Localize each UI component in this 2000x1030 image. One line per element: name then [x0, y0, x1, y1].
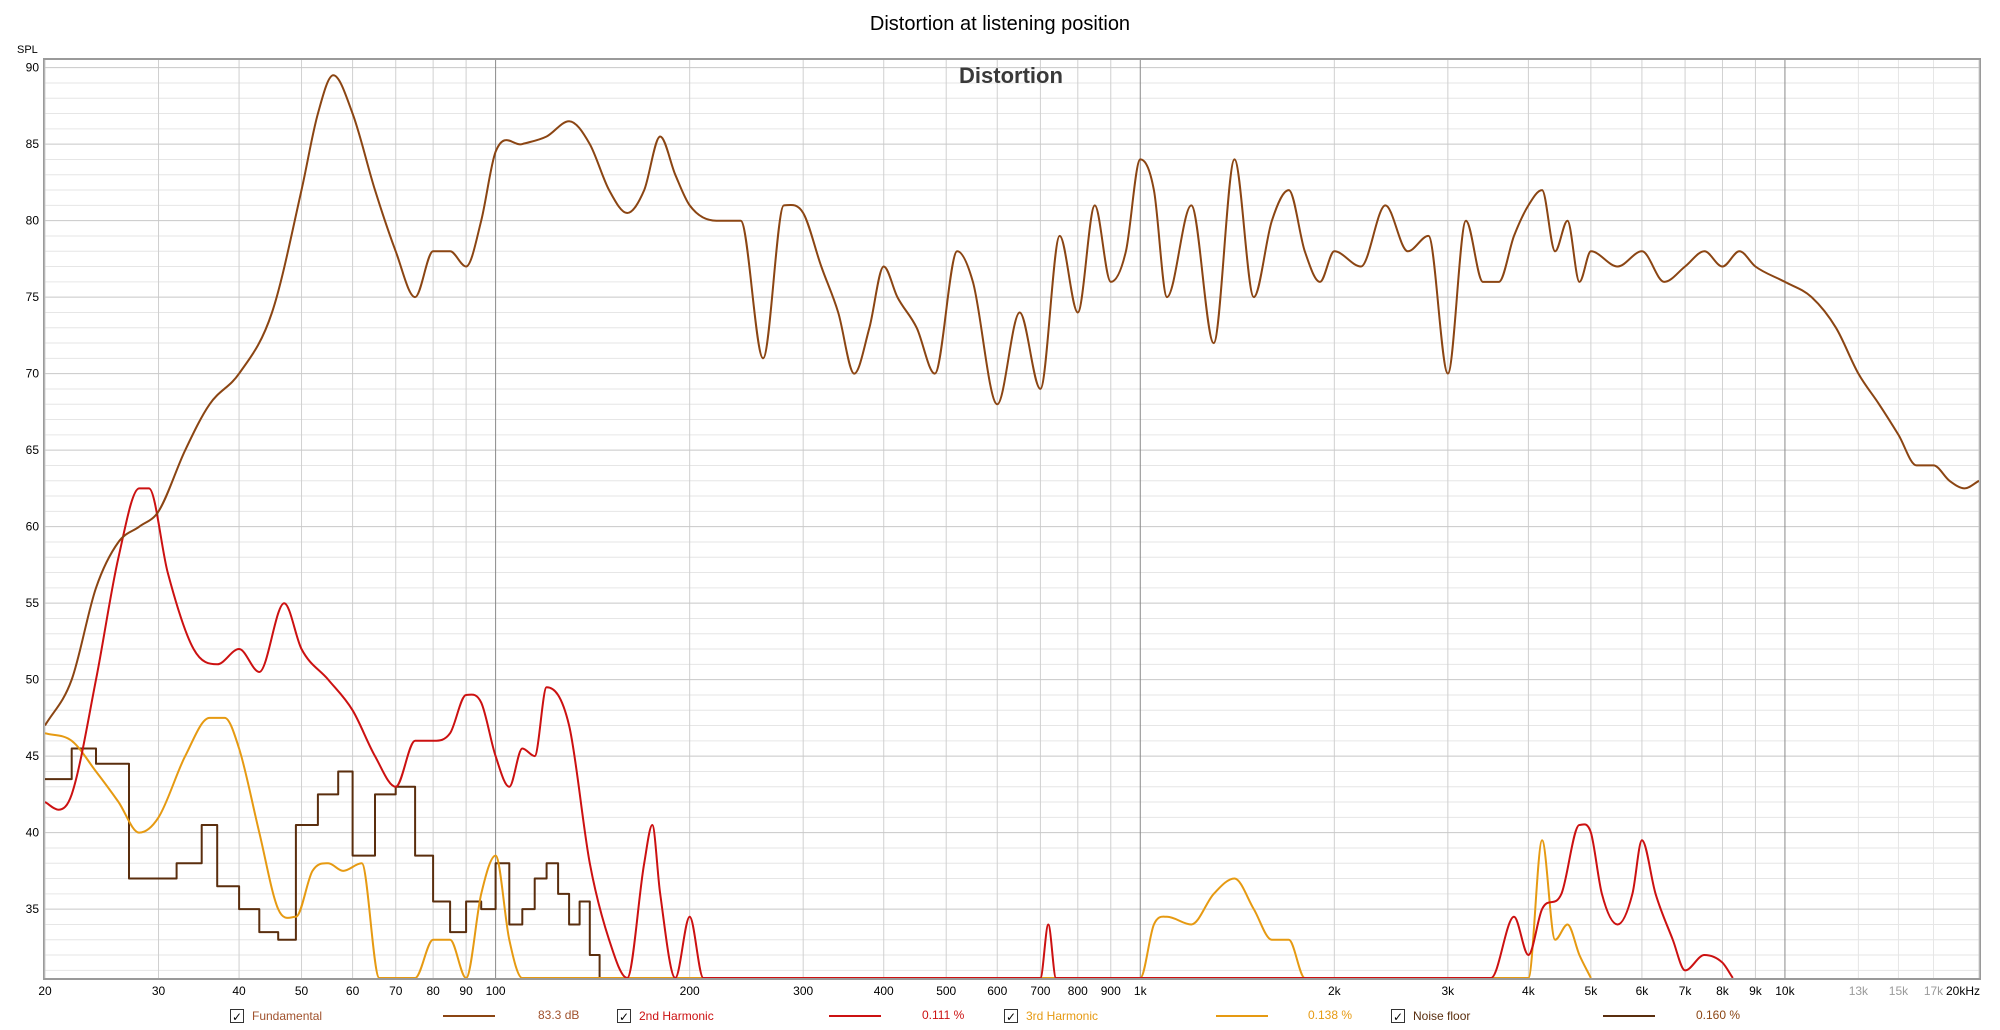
- y-tick-label: 75: [26, 290, 40, 304]
- x-tick-label: 1k: [1134, 984, 1148, 998]
- x-tick-label: 400: [874, 984, 894, 998]
- x-tick-label: 17k: [1924, 984, 1944, 998]
- legend-item-noise-floor[interactable]: ✓ Noise floor: [1391, 1004, 1470, 1028]
- fundamental-checkbox[interactable]: ✓: [230, 1009, 244, 1024]
- x-tick-label: 900: [1101, 984, 1121, 998]
- x-tick-label: 40: [232, 984, 246, 998]
- y-tick-label: 50: [26, 673, 40, 687]
- 2nd-harmonic-value: 0.111 %: [922, 1008, 965, 1022]
- x-tick-label: 60: [346, 984, 360, 998]
- x-tick-label: 13k: [1849, 984, 1869, 998]
- series-line-fundamental: [45, 74, 1979, 727]
- major-grid: [45, 60, 1979, 978]
- x-tick-label: 3k: [1442, 984, 1456, 998]
- legend-item-3rd-harmonic[interactable]: ✓ 3rd Harmonic: [1004, 1004, 1098, 1028]
- x-tick-label: 600: [987, 984, 1007, 998]
- noise-floor-value: 0.160 %: [1696, 1008, 1741, 1022]
- x-tick-label: 20: [38, 984, 52, 998]
- tick-labels: 35 40 45 50 55 60 65 70 75 80 85 90 20 30 40 50 60 70 80 90…: [26, 61, 1980, 998]
- x-tick-label: 700: [1030, 984, 1050, 998]
- y-tick-label: 40: [26, 826, 40, 840]
- 3rd-harmonic-checkbox[interactable]: ✓: [1004, 1009, 1018, 1024]
- noise-floor-swatch: [1603, 1015, 1655, 1017]
- x-tick-label: 500: [936, 984, 956, 998]
- x-tick-label: 15k: [1889, 984, 1909, 998]
- fundamental-value: 83.3 dB: [538, 1008, 580, 1022]
- y-tick-label: 60: [26, 520, 40, 534]
- x-tick-label: 4k: [1522, 984, 1536, 998]
- fundamental-swatch: [443, 1015, 495, 1017]
- x-tick-label: 30: [152, 984, 166, 998]
- x-tick-label: 100: [486, 984, 506, 998]
- legend-label: Fundamental: [252, 1009, 323, 1023]
- x-tick-label: 2k: [1328, 984, 1342, 998]
- 3rd-harmonic-value: 0.138 %: [1308, 1008, 1353, 1022]
- y-tick-label: 85: [26, 137, 40, 151]
- series-line-2nd-harmonic: [45, 487, 1734, 978]
- chart-title: Distortion: [959, 63, 1063, 88]
- legend-label: 2nd Harmonic: [639, 1009, 714, 1023]
- x-tick-label: 7k: [1679, 984, 1693, 998]
- x-tick-label: 6k: [1636, 984, 1650, 998]
- legend-item-fundamental[interactable]: ✓ Fundamental: [230, 1004, 322, 1028]
- x-tick-label: 50: [295, 984, 309, 998]
- legend-label: Noise floor: [1413, 1009, 1471, 1023]
- y-tick-label: 65: [26, 443, 40, 457]
- x-tick-label: 8k: [1716, 984, 1730, 998]
- x-tick-label: 80: [426, 984, 440, 998]
- x-tick-label: 5k: [1585, 984, 1599, 998]
- x-tick-label: 10k: [1775, 984, 1795, 998]
- x-tick-label: 800: [1068, 984, 1088, 998]
- y-tick-label: 90: [26, 61, 40, 75]
- plot-frame: [43, 58, 1981, 980]
- y-tick-label: 35: [26, 902, 40, 916]
- window-title: Distortion at listening position: [870, 13, 1130, 35]
- y-tick-label: 70: [26, 367, 40, 381]
- x-tick-label: 9k: [1749, 984, 1763, 998]
- legend: ✓ Fundamental 83.3 dB ✓ 2nd Harmonic 0.1…: [0, 1004, 2000, 1030]
- x-tick-label: 200: [680, 984, 700, 998]
- x-tick-label: 70: [389, 984, 403, 998]
- legend-item-2nd-harmonic[interactable]: ✓ 2nd Harmonic: [617, 1004, 714, 1028]
- minor-grid: [44, 60, 1980, 978]
- x-tick-label: 90: [459, 984, 473, 998]
- x-tick-label: 300: [793, 984, 813, 998]
- legend-label: 3rd Harmonic: [1026, 1009, 1099, 1023]
- distortion-chart: Distortion at listening position SPL 35 4…: [17, 13, 1981, 998]
- noise-floor-checkbox[interactable]: ✓: [1391, 1009, 1405, 1024]
- y-tick-label: 55: [26, 596, 40, 610]
- 2nd-harmonic-swatch: [829, 1015, 881, 1017]
- y-tick-label: 80: [26, 214, 40, 228]
- y-axis-label: SPL: [17, 44, 38, 56]
- x-tick-label: 20kHz: [1946, 984, 1980, 998]
- 3rd-harmonic-swatch: [1216, 1015, 1268, 1017]
- series-layer: [45, 74, 1979, 978]
- y-tick-label: 45: [26, 749, 40, 763]
- 2nd-harmonic-checkbox[interactable]: ✓: [617, 1009, 631, 1024]
